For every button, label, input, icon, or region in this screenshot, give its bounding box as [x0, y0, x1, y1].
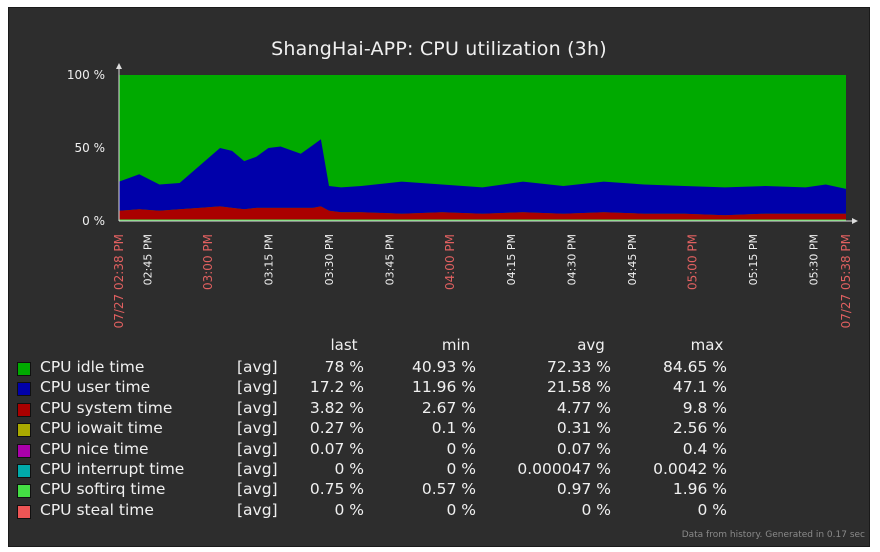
generation-footnote: Data from history. Generated in 0.17 sec	[681, 530, 865, 540]
legend-row: CPU softirq time [avg] 0.75 % 0.57 % 0.97 % 1…	[9, 480, 869, 500]
legend-aggregation: [avg]	[237, 460, 278, 478]
legend-col-last: last	[330, 336, 358, 354]
legend-aggregation: [avg]	[237, 439, 278, 458]
legend-value-min: 40.93 %	[411, 358, 476, 376]
legend-value-max: 0.0042 %	[653, 460, 727, 478]
x-tick-label: 03:00 PM	[201, 234, 215, 290]
legend-value-last: 17.2 %	[309, 378, 364, 397]
area-cpu-system-time	[119, 206, 846, 220]
legend-value-avg: 0.97 %	[556, 480, 611, 499]
y-tick-label: 100 %	[67, 68, 105, 82]
legend-value-max: 2.56 %	[672, 419, 727, 438]
legend-value-max: 84.65 %	[662, 358, 727, 376]
legend-row: CPU iowait time [avg] 0.27 % 0.1 % 0.31 % 2.5…	[9, 419, 869, 439]
legend-value-last: 0.27 %	[309, 419, 364, 438]
legend-aggregation: [avg]	[237, 500, 278, 519]
legend-value-last: 78 %	[324, 358, 364, 376]
legend-row: CPU idle time [avg] 78 % 40.93 % 72.33 % 84.6…	[9, 358, 869, 378]
legend-value-avg: 0.07 %	[556, 439, 611, 458]
legend-series-name: CPU iowait time	[40, 419, 163, 438]
legend-col-min: min	[441, 336, 471, 354]
x-tick-label: 05:15 PM	[747, 234, 760, 285]
legend-value-max: 0 %	[697, 500, 727, 519]
legend-value-min: 0 %	[446, 439, 476, 458]
x-tick-label: 04:15 PM	[505, 234, 518, 285]
legend-value-min: 0 %	[446, 460, 476, 478]
legend-aggregation: [avg]	[237, 398, 278, 417]
legend-value-last: 0 %	[334, 500, 364, 519]
legend-aggregation: [avg]	[237, 378, 278, 397]
legend-value-min: 2.67 %	[421, 398, 476, 417]
legend-value-min: 0 %	[446, 500, 476, 519]
legend-value-max: 0.4 %	[682, 439, 727, 458]
legend-value-min: 0.1 %	[431, 419, 476, 438]
legend-value-min: 0.57 %	[421, 480, 476, 499]
legend-col-max: max	[690, 336, 724, 354]
legend-row: CPU steal time [avg] 0 % 0 % 0 % 0 %	[9, 501, 869, 521]
legend-value-avg: 21.58 %	[546, 378, 611, 397]
legend-series-name: CPU system time	[40, 398, 173, 417]
x-tick-label: 04:00 PM	[443, 234, 457, 290]
legend-value-min: 11.96 %	[411, 378, 476, 397]
legend-value-last: 0 %	[334, 460, 364, 478]
legend-value-last: 0.07 %	[309, 439, 364, 458]
legend-value-max: 47.1 %	[672, 378, 727, 397]
x-tick-label: 03:45 PM	[384, 234, 397, 285]
legend-row: CPU user time [avg] 17.2 % 11.96 % 21.58 % 47…	[9, 378, 869, 398]
legend-swatch	[17, 362, 31, 376]
x-tick-label: 05:30 PM	[808, 234, 821, 285]
legend-row: CPU nice time [avg] 0.07 % 0 % 0.07 % 0.4 %	[9, 440, 869, 460]
x-tick-label: 02:45 PM	[141, 234, 154, 285]
cpu-utilization-chart: 100 % 50 % 0 % 07/27 02:38 PM 02:45 PM 03:00 …	[67, 63, 858, 328]
x-tick-label: 07/27 02:38 PM	[112, 234, 126, 328]
legend-series-name: CPU idle time	[40, 358, 145, 376]
legend-series-name: CPU softirq time	[40, 480, 166, 499]
y-tick-label: 0 %	[82, 214, 105, 228]
legend-aggregation: [avg]	[237, 480, 278, 499]
legend-header: last min avg max	[9, 336, 869, 356]
legend-col-avg: avg	[577, 336, 605, 354]
legend-value-last: 3.82 %	[309, 398, 364, 417]
x-tick-label: 03:15 PM	[262, 234, 275, 285]
legend-row: CPU interrupt time [avg] 0 % 0 % 0.000047 % 0…	[9, 460, 869, 480]
legend-swatch	[17, 504, 31, 519]
legend-value-avg: 0 %	[581, 500, 611, 519]
legend-row: CPU system time [avg] 3.82 % 2.67 % 4.77 % 9.…	[9, 399, 869, 419]
legend-swatch	[17, 443, 31, 458]
x-axis-arrow	[852, 218, 858, 224]
graph-panel: 100 % 50 % 0 % 07/27 02:38 PM 02:45 PM 03:00 …	[8, 7, 870, 547]
x-tick-label: 03:30 PM	[323, 234, 336, 285]
legend-series-name: CPU user time	[40, 378, 151, 397]
x-tick-label: 07/27 05:38 PM	[839, 234, 853, 328]
legend-value-avg: 4.77 %	[556, 398, 611, 417]
legend-swatch	[17, 423, 31, 438]
x-tick-label: 04:30 PM	[565, 234, 578, 285]
legend-value-max: 1.96 %	[672, 480, 727, 499]
x-tick-label: 05:00 PM	[686, 234, 700, 290]
area-cpu-user-time	[119, 139, 846, 216]
legend-swatch	[17, 464, 31, 478]
legend-value-last: 0.75 %	[309, 480, 364, 499]
legend-swatch	[17, 484, 31, 499]
legend-value-avg: 0.31 %	[556, 419, 611, 438]
legend-value-avg: 72.33 %	[546, 358, 611, 376]
legend-swatch	[17, 402, 31, 417]
legend-series-name: CPU interrupt time	[40, 460, 185, 478]
legend-value-max: 9.8 %	[682, 398, 727, 417]
legend-swatch	[17, 382, 31, 397]
legend-aggregation: [avg]	[237, 358, 278, 376]
legend-aggregation: [avg]	[237, 419, 278, 438]
legend-series-name: CPU nice time	[40, 439, 149, 458]
legend-series-name: CPU steal time	[40, 500, 154, 519]
y-tick-label: 50 %	[75, 141, 106, 155]
x-tick-label: 04:45 PM	[626, 234, 639, 285]
chart-title: ShangHai-APP: CPU utilization (3h)	[271, 38, 607, 60]
legend-value-avg: 0.000047 %	[517, 460, 611, 478]
y-axis-arrow	[116, 63, 122, 69]
